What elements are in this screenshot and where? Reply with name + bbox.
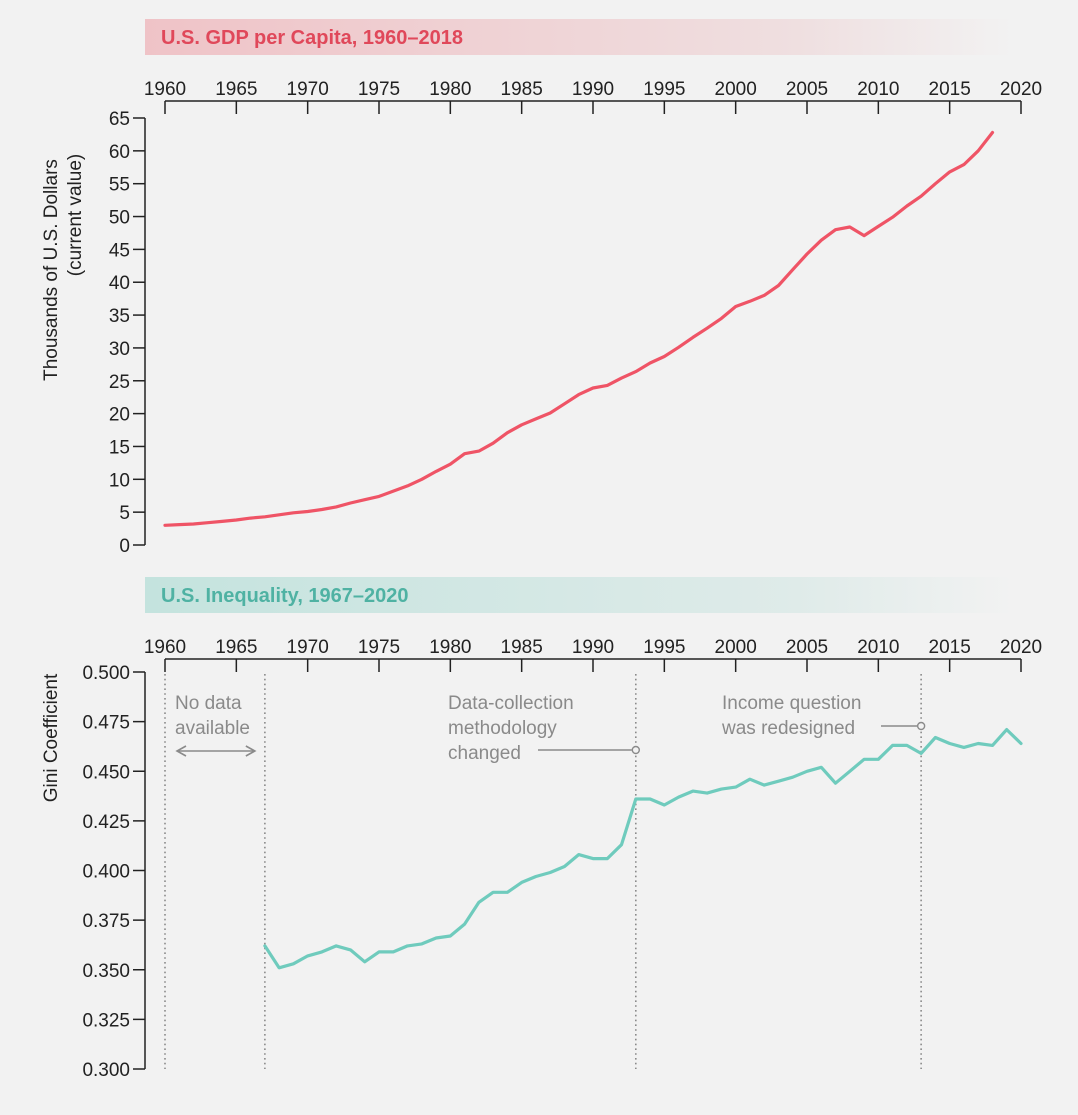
no-data-annotation-text: No data [175, 693, 242, 714]
arrow-left-head [175, 745, 187, 757]
gdp-x-tick-label: 2005 [786, 79, 828, 100]
gini-y-tick-label: 0.350 [82, 961, 130, 982]
gdp-y-tick-label: 0 [119, 536, 130, 557]
gini-x-tick-label: 2000 [715, 637, 757, 658]
gdp-y-tick-label: 50 [109, 208, 130, 229]
gini-y-tick-label: 0.425 [82, 812, 130, 833]
gini-y-axis-label: Gini Coefficient [41, 673, 62, 802]
gini-x-tick-label: 2015 [929, 637, 971, 658]
income-question-marker [916, 721, 926, 731]
methodology-annotation-text: changed [448, 743, 521, 764]
gdp-x-tick-label: 1990 [572, 79, 614, 100]
arrow-right-head [245, 745, 257, 757]
gdp-y-tick-label: 40 [109, 273, 130, 294]
income-question-annotation-text: Income question [722, 693, 861, 714]
gini-x-tick-label: 1975 [358, 637, 400, 658]
gini-y-tick-label: 0.450 [82, 762, 130, 783]
gdp-x-tick-label: 1980 [429, 79, 471, 100]
gdp-y-tick-label: 35 [109, 306, 130, 327]
gdp-y-tick-label: 60 [109, 142, 130, 163]
gini-y-tick-label: 0.325 [82, 1010, 130, 1031]
gdp-x-tick-label: 1975 [358, 79, 400, 100]
gdp-y-tick-label: 15 [109, 437, 130, 458]
gini-y-tick-label: 0.475 [82, 713, 130, 734]
gini-x-tick-label: 2005 [786, 637, 828, 658]
gdp-x-tick-label: 2020 [1000, 79, 1042, 100]
gdp-title-banner [145, 19, 1015, 55]
gdp-x-tick-label: 2010 [857, 79, 899, 100]
gini-series-line [263, 727, 1023, 970]
gdp-y-tick-label: 5 [119, 503, 130, 524]
gini-y-tick-label: 0.400 [82, 862, 130, 883]
gini-x-tick-label: 1965 [215, 637, 257, 658]
gini-chart: 1960 1965 1970 1975 1980 1985 1990 1995 2000 2005… [82, 637, 1042, 1081]
gini-x-tick-label: 1960 [144, 637, 186, 658]
gdp-y-tick-label: 65 [109, 109, 130, 130]
gdp-x-tick-label: 2015 [929, 79, 971, 100]
gdp-y-tick-label: 30 [109, 339, 130, 360]
gini-chart-title: U.S. Inequality, 1967–2020 [161, 585, 409, 607]
gdp-x-tick-label: 1965 [215, 79, 257, 100]
gdp-y-tick-label: 55 [109, 175, 130, 196]
methodology-annotation-text: Data-collection [448, 693, 574, 714]
gini-x-tick-label: 2010 [857, 637, 899, 658]
gdp-y-tick-label: 10 [109, 470, 130, 491]
methodology-annotation-text: methodology [448, 718, 557, 739]
gdp-x-tick-label: 1960 [144, 79, 186, 100]
gini-x-tick-label: 1970 [287, 637, 329, 658]
gdp-y-axis-sublabel: (current value) [65, 154, 86, 277]
gini-x-tick-label: 1990 [572, 637, 614, 658]
methodology-marker [631, 745, 640, 755]
gini-title-banner [145, 577, 1015, 613]
gini-y-tick-label: 0.300 [82, 1060, 130, 1081]
gini-y-tick-label: 0.375 [82, 911, 130, 932]
gdp-y-tick-label: 45 [109, 240, 130, 261]
gdp-x-tick-label: 1970 [287, 79, 329, 100]
gini-x-tick-label: 2020 [1000, 637, 1042, 658]
gdp-x-tick-label: 1995 [643, 79, 685, 100]
income-question-annotation-text: was redesigned [721, 718, 855, 739]
gdp-x-tick-label: 2000 [715, 79, 757, 100]
gini-x-tick-label: 1985 [501, 637, 543, 658]
gdp-series-line [163, 130, 995, 527]
gini-x-tick-label: 1980 [429, 637, 471, 658]
gdp-x-tick-label: 1985 [501, 79, 543, 100]
gdp-chart-title: U.S. GDP per Capita, 1960–2018 [161, 27, 463, 49]
gdp-chart: 1960 1965 1970 1975 1980 1985 1990 1995 2000 2005… [109, 79, 1042, 557]
gdp-y-axis-label: Thousands of U.S. Dollars [41, 159, 62, 381]
gini-y-tick-label: 0.500 [82, 663, 130, 684]
gini-x-tick-label: 1995 [643, 637, 685, 658]
gdp-y-tick-label: 25 [109, 372, 130, 393]
no-data-annotation-text: available [175, 718, 250, 739]
gdp-y-tick-label: 20 [109, 405, 130, 426]
